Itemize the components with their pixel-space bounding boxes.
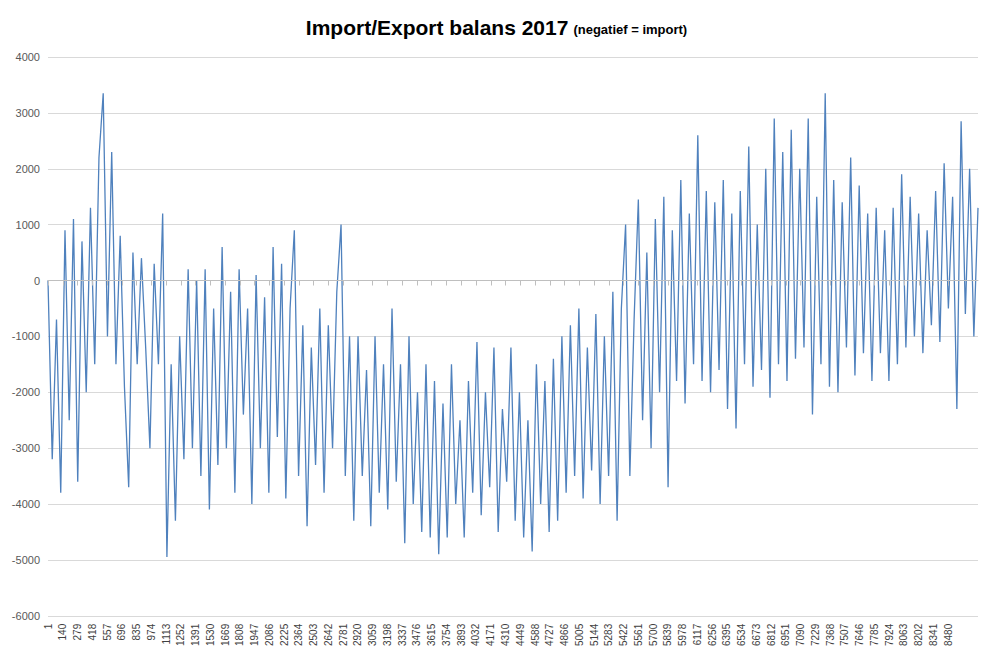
svg-text:1113: 1113 <box>161 623 172 644</box>
svg-text:7924: 7924 <box>884 623 895 646</box>
svg-text:0: 0 <box>34 275 40 287</box>
svg-text:4032: 4032 <box>470 623 481 646</box>
svg-text:6117: 6117 <box>692 623 703 645</box>
svg-text:2086: 2086 <box>264 623 275 646</box>
svg-text:4310: 4310 <box>500 623 511 646</box>
svg-text:279: 279 <box>72 623 83 640</box>
svg-text:7368: 7368 <box>825 623 836 646</box>
svg-text:4727: 4727 <box>544 623 555 646</box>
svg-text:418: 418 <box>87 623 98 640</box>
svg-text:-4000: -4000 <box>12 498 40 510</box>
svg-text:4000: 4000 <box>16 51 40 63</box>
svg-text:1669: 1669 <box>220 623 231 646</box>
svg-text:4449: 4449 <box>515 623 526 646</box>
svg-text:7229: 7229 <box>810 623 821 646</box>
svg-text:7507: 7507 <box>839 623 850 646</box>
svg-text:3893: 3893 <box>456 623 467 646</box>
svg-text:1252: 1252 <box>175 623 186 646</box>
svg-text:974: 974 <box>146 623 157 640</box>
svg-text:5839: 5839 <box>662 623 673 646</box>
svg-text:5422: 5422 <box>618 623 629 646</box>
svg-text:6673: 6673 <box>751 623 762 646</box>
svg-text:-5000: -5000 <box>12 554 40 566</box>
svg-text:4171: 4171 <box>485 623 496 646</box>
svg-text:835: 835 <box>131 623 142 640</box>
svg-text:5700: 5700 <box>648 623 659 646</box>
svg-text:1530: 1530 <box>205 623 216 646</box>
svg-text:2781: 2781 <box>338 623 349 646</box>
svg-text:5283: 5283 <box>603 623 614 646</box>
svg-text:3615: 3615 <box>426 623 437 646</box>
svg-text:1000: 1000 <box>16 219 40 231</box>
svg-text:140: 140 <box>57 623 68 640</box>
svg-text:7090: 7090 <box>795 623 806 646</box>
svg-text:3198: 3198 <box>382 623 393 646</box>
svg-text:3476: 3476 <box>411 623 422 646</box>
svg-text:2920: 2920 <box>352 623 363 646</box>
svg-text:Import/Export balans 2017: Import/Export balans 2017 <box>306 16 569 39</box>
svg-text:3754: 3754 <box>441 623 452 646</box>
svg-text:-3000: -3000 <box>12 442 40 454</box>
svg-text:6951: 6951 <box>780 623 791 646</box>
svg-text:2225: 2225 <box>279 623 290 646</box>
svg-text:8063: 8063 <box>898 623 909 646</box>
svg-text:8202: 8202 <box>913 623 924 646</box>
svg-text:3059: 3059 <box>367 623 378 646</box>
svg-text:5005: 5005 <box>574 623 585 646</box>
svg-text:5561: 5561 <box>633 623 644 646</box>
svg-text:-6000: -6000 <box>12 610 40 622</box>
svg-text:6395: 6395 <box>721 623 732 646</box>
svg-text:557: 557 <box>102 623 113 640</box>
svg-text:1808: 1808 <box>234 623 245 646</box>
svg-text:7646: 7646 <box>854 623 865 646</box>
svg-text:1391: 1391 <box>190 623 201 646</box>
svg-text:5978: 5978 <box>677 623 688 646</box>
svg-text:-1000: -1000 <box>12 330 40 342</box>
svg-text:6534: 6534 <box>736 623 747 646</box>
svg-text:3337: 3337 <box>397 623 408 646</box>
svg-text:8480: 8480 <box>943 623 954 646</box>
svg-text:3000: 3000 <box>16 107 40 119</box>
svg-text:4588: 4588 <box>530 623 541 646</box>
svg-text:2503: 2503 <box>308 623 319 646</box>
svg-text:6256: 6256 <box>707 623 718 646</box>
svg-text:2642: 2642 <box>323 623 334 646</box>
svg-text:6812: 6812 <box>766 623 777 646</box>
svg-text:2364: 2364 <box>293 623 304 646</box>
svg-text:8341: 8341 <box>928 623 939 646</box>
svg-text:2000: 2000 <box>16 163 40 175</box>
svg-text:-2000: -2000 <box>12 386 40 398</box>
svg-text:7785: 7785 <box>869 623 880 646</box>
svg-text:696: 696 <box>116 623 127 640</box>
svg-text:(negatief = import): (negatief = import) <box>573 22 687 37</box>
svg-text:1947: 1947 <box>249 623 260 646</box>
svg-text:5144: 5144 <box>589 623 600 646</box>
svg-text:4866: 4866 <box>559 623 570 646</box>
svg-text:1: 1 <box>43 623 54 629</box>
